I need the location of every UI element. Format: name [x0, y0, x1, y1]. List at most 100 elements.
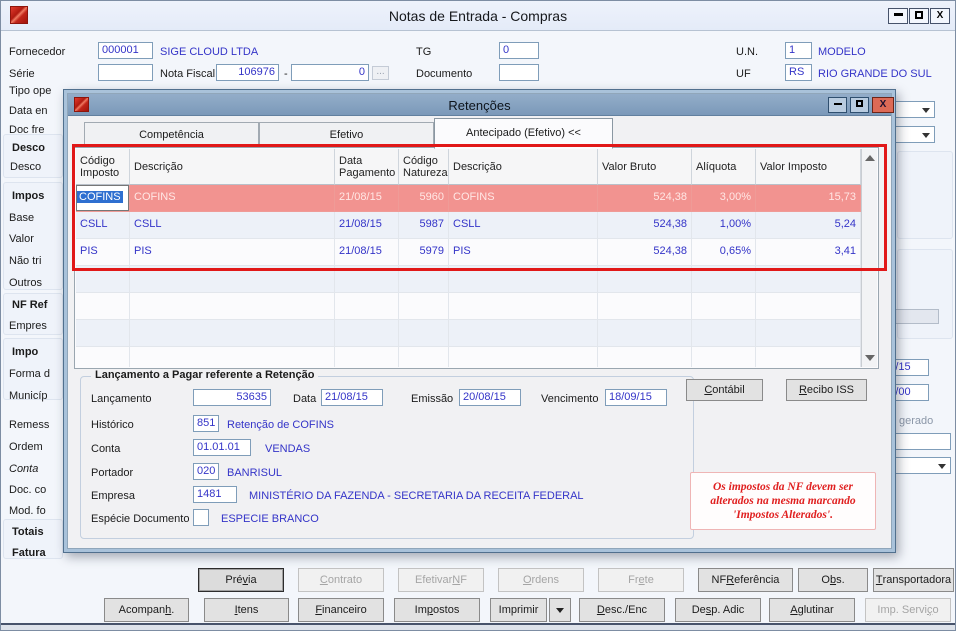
nota-fiscal-numero-input[interactable]: 106976	[216, 64, 279, 81]
documento-input[interactable]	[499, 64, 539, 81]
vencimento-input[interactable]: 18/09/15	[605, 389, 667, 406]
table-cell[interactable]: PIS	[130, 239, 335, 266]
table-row-csll[interactable]: CSLL CSLL 21/08/15 5987 CSLL 524,38 1,00% 5,24	[76, 212, 861, 239]
un-input[interactable]: 1	[785, 42, 812, 59]
table-cell[interactable]: CSLL	[130, 212, 335, 239]
table-cell[interactable]	[449, 293, 598, 320]
table-cell[interactable]	[76, 293, 130, 320]
table-cell[interactable]: 3,00%	[692, 185, 756, 212]
table-cell[interactable]: PIS	[449, 239, 598, 266]
table-cell[interactable]	[335, 347, 399, 367]
button-previa[interactable]: Pré v ia	[198, 568, 284, 592]
dialog-minimize-button[interactable]	[828, 97, 847, 113]
uf-input[interactable]: RS	[785, 64, 812, 81]
button-imprimir[interactable]: Imprimir	[490, 598, 547, 622]
nota-fiscal-serie-input[interactable]: 0	[291, 64, 369, 81]
table-cell[interactable]: 524,38	[598, 239, 692, 266]
table-cell[interactable]	[399, 266, 449, 293]
table-cell[interactable]: 1,00%	[692, 212, 756, 239]
serie-input[interactable]	[98, 64, 153, 81]
table-cell[interactable]: COFINS	[76, 185, 130, 212]
tg-input[interactable]: 0	[499, 42, 539, 59]
table-row-pis[interactable]: PIS PIS 21/08/15 5979 PIS 524,38 0,65% 3,41	[76, 239, 861, 266]
table-cell[interactable]: 5,24	[756, 212, 861, 239]
table-cell[interactable]	[76, 320, 130, 347]
table-cell[interactable]	[756, 320, 861, 347]
table-cell[interactable]	[692, 293, 756, 320]
emissao-input[interactable]: 20/08/15	[459, 389, 521, 406]
table-cell[interactable]	[449, 347, 598, 367]
button-impostos[interactable]: Im p ostos	[394, 598, 480, 622]
table-cell[interactable]: 5979	[399, 239, 449, 266]
table-cell[interactable]	[692, 320, 756, 347]
conta-code-input[interactable]: 01.01.01	[193, 439, 251, 456]
table-cell[interactable]: CSLL	[449, 212, 598, 239]
table-cell[interactable]: 0,65%	[692, 239, 756, 266]
tab-efetivo[interactable]: Efetivo	[259, 122, 434, 148]
table-cell[interactable]	[756, 266, 861, 293]
table-cell[interactable]: 524,38	[598, 185, 692, 212]
table-cell[interactable]: PIS	[76, 239, 130, 266]
table-cell[interactable]: COFINS	[449, 185, 598, 212]
table-cell[interactable]: COFINS	[130, 185, 335, 212]
table-cell[interactable]	[76, 266, 130, 293]
table-cell[interactable]	[130, 347, 335, 367]
table-cell[interactable]	[335, 293, 399, 320]
dialog-maximize-button[interactable]	[850, 97, 869, 113]
table-cell[interactable]	[399, 293, 449, 320]
empresa-code-input[interactable]: 1481	[193, 486, 237, 503]
table-cell[interactable]	[692, 347, 756, 367]
button-desp-adic[interactable]: De s p. Adic	[675, 598, 761, 622]
table-cell[interactable]: 3,41	[756, 239, 861, 266]
table-cell[interactable]	[598, 266, 692, 293]
table-row-empty[interactable]	[76, 293, 861, 320]
table-cell[interactable]	[598, 320, 692, 347]
data-input[interactable]: 21/08/15	[321, 389, 383, 406]
table-cell[interactable]	[130, 266, 335, 293]
dialog-close-button[interactable]: X	[872, 97, 894, 113]
table-cell[interactable]: 15,73	[756, 185, 861, 212]
especie-documento-input[interactable]	[193, 509, 209, 526]
table-row-empty[interactable]	[76, 266, 861, 293]
table-cell[interactable]	[756, 293, 861, 320]
table-cell[interactable]: 21/08/15	[335, 185, 399, 212]
imprimir-dropdown-button[interactable]	[549, 598, 571, 622]
historico-code-input[interactable]: 851	[193, 415, 219, 432]
table-cell[interactable]	[598, 347, 692, 367]
table-cell[interactable]	[399, 347, 449, 367]
portador-code-input[interactable]: 020	[193, 463, 219, 480]
table-cell[interactable]	[76, 347, 130, 367]
table-cell[interactable]: CSLL	[76, 212, 130, 239]
fornecedor-code-input[interactable]: 000001	[98, 42, 153, 59]
table-cell[interactable]	[756, 347, 861, 367]
table-cell[interactable]	[335, 266, 399, 293]
table-cell[interactable]: 21/08/15	[335, 239, 399, 266]
table-scrollbar[interactable]	[861, 149, 877, 367]
table-cell[interactable]: 5960	[399, 185, 449, 212]
tab-antecipado-efetivo[interactable]: Antecipado (Efetivo) <<	[434, 118, 613, 149]
table-row-cofins[interactable]: COFINS COFINS 21/08/15 5960 COFINS 524,38 3,00…	[76, 185, 861, 212]
lancamento-input[interactable]: 53635	[193, 389, 271, 406]
tab-competencia[interactable]: Competência	[84, 122, 259, 148]
button-acompanh[interactable]: Acompan h.	[104, 598, 189, 622]
table-cell[interactable]: 21/08/15	[335, 212, 399, 239]
minimize-button[interactable]	[888, 8, 908, 24]
table-cell[interactable]	[449, 320, 598, 347]
table-row-empty[interactable]	[76, 347, 861, 367]
table-cell[interactable]: 5987	[399, 212, 449, 239]
table-cell[interactable]	[598, 293, 692, 320]
table-cell[interactable]	[449, 266, 598, 293]
table-cell[interactable]	[692, 266, 756, 293]
table-cell[interactable]	[335, 320, 399, 347]
table-cell[interactable]: 524,38	[598, 212, 692, 239]
table-cell[interactable]	[130, 293, 335, 320]
